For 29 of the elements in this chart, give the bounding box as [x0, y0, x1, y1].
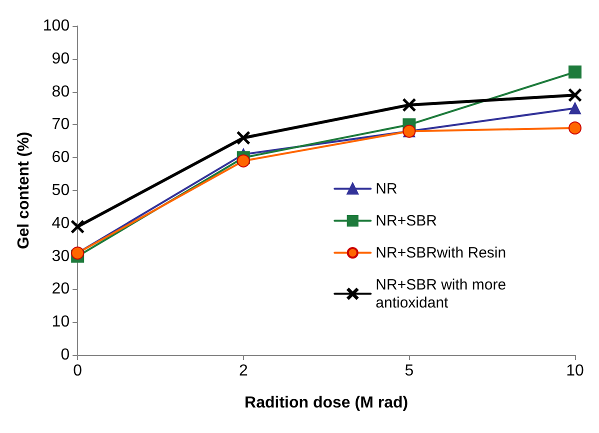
point — [568, 88, 582, 102]
point — [71, 220, 84, 234]
point — [236, 154, 250, 168]
y-tick-label: 50 — [52, 182, 70, 199]
y-tick-label: 80 — [52, 83, 70, 100]
x-tick-label: 0 — [73, 362, 82, 380]
x-tick-label: 5 — [404, 362, 414, 380]
y-tick-label: 70 — [52, 116, 70, 134]
point — [568, 121, 582, 134]
point — [569, 102, 581, 114]
legend-label: NR+SBR with more antioxidant — [376, 276, 510, 312]
point — [236, 131, 250, 144]
point — [402, 98, 416, 112]
legend-label: NR+SBRwith Resin — [376, 244, 506, 262]
x-tick-label: 10 — [566, 362, 584, 380]
legend-label: NR — [376, 180, 398, 198]
y-tick-label: 20 — [52, 280, 70, 298]
y-axis-title: Gel content (%) — [16, 132, 32, 250]
y-tick-label: 30 — [52, 248, 70, 265]
y-tick-label: 60 — [52, 149, 70, 166]
x-axis-title: Radition dose (M rad) — [244, 394, 408, 412]
y-tick-label: 10 — [52, 314, 70, 331]
y-tick-label: 0 — [60, 346, 70, 364]
point — [568, 66, 582, 79]
y-tick-label: 100 — [42, 18, 70, 34]
x-tick-label: 2 — [238, 362, 248, 380]
y-tick-label: 90 — [52, 50, 70, 68]
legend-label: NR+SBR — [376, 212, 438, 230]
y-tick-label: 40 — [52, 214, 70, 232]
